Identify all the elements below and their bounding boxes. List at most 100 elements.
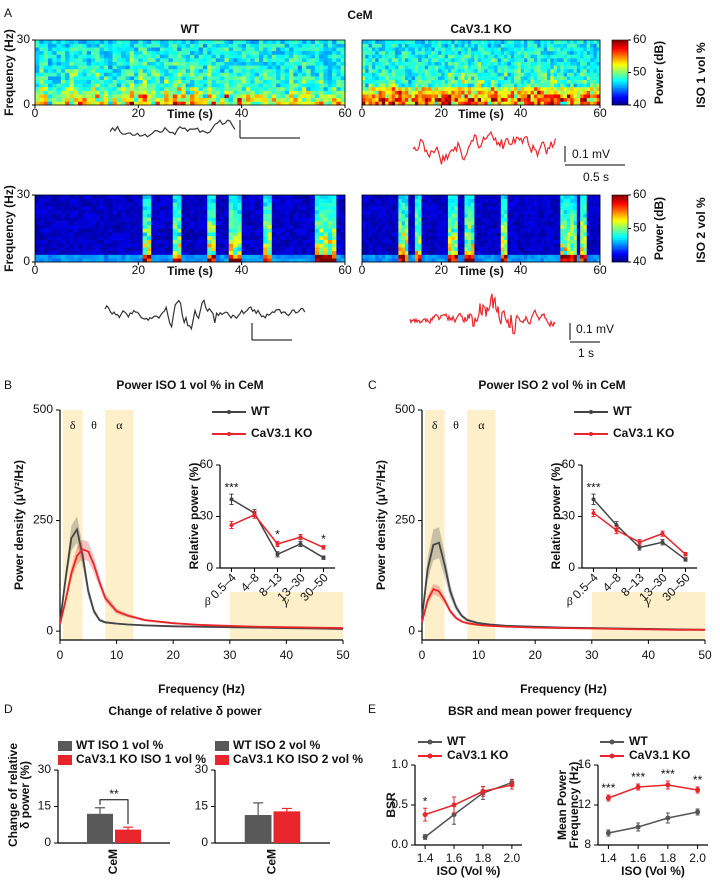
spectrogram-cell (531, 232, 535, 236)
spectrogram-cell (534, 210, 538, 214)
spectrogram-cell (418, 58, 422, 62)
spectrogram-cell (181, 73, 186, 77)
spectrogram-cell (268, 236, 273, 240)
spectrogram-cell (233, 62, 238, 66)
spectrogram-cell (484, 210, 488, 214)
spectrogram-cell (117, 243, 122, 247)
spectrogram-cell (125, 47, 130, 51)
spectrogram-cell (156, 98, 161, 102)
spectrogram-cell (435, 73, 439, 77)
spectrogram-cell (259, 240, 264, 244)
column-title: WT (181, 22, 200, 36)
spectrogram-cell (471, 51, 475, 55)
spectrogram-cell (415, 232, 419, 236)
spectrogram-cell (78, 225, 83, 229)
spectrogram-cell (464, 206, 468, 210)
spectrogram-cell (216, 47, 221, 51)
spectrogram-cell (272, 51, 277, 55)
spectrogram-cell (451, 221, 455, 225)
spectrogram-cell (229, 243, 234, 247)
spectrogram-cell (298, 80, 303, 84)
spectrogram-cell (564, 44, 568, 48)
spectrogram-cell (65, 195, 70, 199)
spectrogram-cell (82, 232, 87, 236)
spectrogram-cell (285, 98, 290, 102)
spectrogram-cell (280, 44, 285, 48)
spectrogram-cell (220, 94, 225, 98)
spectrogram-cell (315, 65, 320, 69)
spectrogram-cell (108, 69, 113, 73)
spectrogram-cell (574, 47, 578, 51)
spectrogram-cell (95, 240, 100, 244)
spectrogram-cell (428, 80, 432, 84)
spectrogram-cell (514, 83, 518, 87)
spectrogram-cell (593, 51, 597, 55)
spectrogram-cell (504, 236, 508, 240)
spectrogram-cell (478, 87, 482, 91)
spectrogram-cell (190, 240, 195, 244)
colorbar-slice (612, 73, 628, 75)
spectrogram-cell (379, 210, 383, 214)
spectrogram-cell (514, 73, 518, 77)
spectrogram-cell (441, 195, 445, 199)
spectrogram-cell (44, 232, 49, 236)
spectrogram-cell (268, 83, 273, 87)
spectrogram-cell (168, 40, 173, 44)
spectrogram-cell (511, 54, 515, 58)
spectrogram-cell (74, 98, 79, 102)
spectrogram-cell (298, 83, 303, 87)
spectrogram-cell (242, 236, 247, 240)
spectrogram-cell (550, 51, 554, 55)
spectrogram-cell (207, 202, 212, 206)
spectrogram-cell (541, 91, 545, 95)
spectrogram-cell (431, 98, 435, 102)
spectrogram-cell (276, 217, 281, 221)
spectrogram-cell (259, 199, 264, 203)
spectrogram-cell (57, 243, 62, 247)
spectrogram-cell (517, 58, 521, 62)
spectrogram-cell (233, 195, 238, 199)
spectrogram-cell (557, 65, 561, 69)
spectrogram-cell (220, 65, 225, 69)
spectrogram-cell (298, 54, 303, 58)
spectrogram-cell (35, 243, 40, 247)
spectrogram-cell (229, 54, 234, 58)
spectrogram-cell (302, 76, 307, 80)
spectrogram-cell (474, 195, 478, 199)
spectrogram-cell (395, 69, 399, 73)
spectrogram-cell (246, 69, 251, 73)
spectrogram-cell (272, 195, 277, 199)
spectrogram-cell (143, 214, 148, 218)
spectrogram-cell (263, 236, 268, 240)
spectrogram-cell (544, 69, 548, 73)
spectrogram-cell (186, 236, 191, 240)
spectrogram-cell (418, 73, 422, 77)
spectrogram-cell (405, 83, 409, 87)
spectrogram-cell (100, 73, 105, 77)
spectrogram-cell (156, 40, 161, 44)
spectrogram-cell (242, 76, 247, 80)
spectrogram-cell (395, 76, 399, 80)
spectrogram-cell (121, 76, 126, 80)
spectrogram-cell (405, 210, 409, 214)
spectrogram-cell (504, 80, 508, 84)
spectrogram-cell (385, 87, 389, 91)
spectrogram-cell (39, 202, 44, 206)
spectrogram-cell (39, 44, 44, 48)
spectrogram-cell (44, 225, 49, 229)
spectrogram-cell (441, 65, 445, 69)
spectrogram-cell (402, 73, 406, 77)
spectrogram-cell (405, 199, 409, 203)
spectrogram-cell (104, 247, 109, 251)
spectrogram-cell (311, 47, 316, 51)
spectrogram-cell (160, 98, 165, 102)
spectrogram-cell (501, 51, 505, 55)
spectrogram-cell (199, 229, 204, 233)
spectrogram-cell (151, 73, 156, 77)
spectrogram-cell (445, 225, 449, 229)
spectrogram-cell (250, 206, 255, 210)
spectrogram-cell (168, 243, 173, 247)
spectrogram-cell (65, 236, 70, 240)
spectrogram-cell (375, 83, 379, 87)
spectrogram-cell (385, 76, 389, 80)
